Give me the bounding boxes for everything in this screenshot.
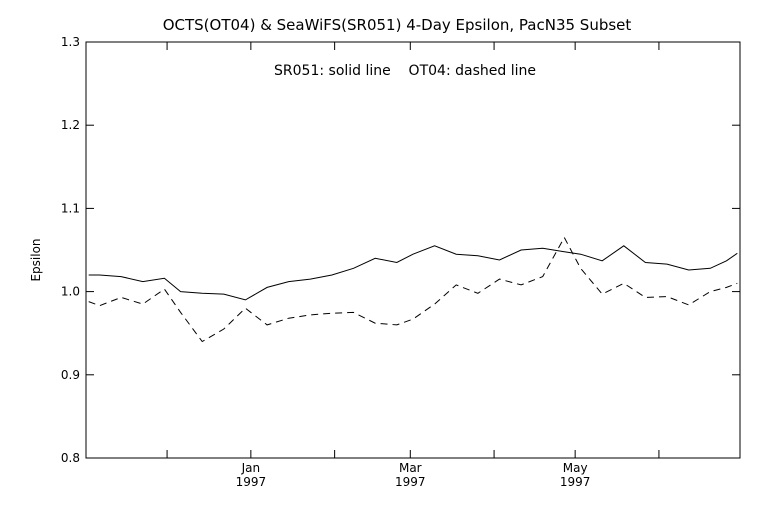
x-tick-label: Jan bbox=[241, 461, 261, 475]
y-tick-label: 1.2 bbox=[61, 118, 80, 132]
series-line-sr051 bbox=[88, 245, 738, 301]
y-axis-ticks: 0.8 0.9 1.0 1.1 1.2 1.3 bbox=[61, 35, 740, 465]
x-tick-year-label: 1997 bbox=[236, 475, 267, 489]
plot-frame bbox=[85, 41, 741, 459]
series-line-ot04 bbox=[88, 236, 738, 343]
series-layer bbox=[88, 236, 738, 343]
series-legend-note: SR051: solid line OT04: dashed line bbox=[274, 63, 536, 79]
x-tick-label: May bbox=[563, 461, 588, 475]
chart-title: OCTS(OT04) & SeaWiFS(SR051) 4-Day Epsilo… bbox=[163, 16, 632, 34]
x-tick-label: Mar bbox=[399, 461, 422, 475]
y-tick-label: 0.9 bbox=[61, 368, 80, 382]
y-axis-label: Epsilon bbox=[29, 238, 43, 281]
x-tick-year-label: 1997 bbox=[560, 475, 591, 489]
x-tick-year-label: 1997 bbox=[395, 475, 426, 489]
y-tick-label: 1.0 bbox=[61, 285, 80, 299]
y-tick-label: 1.3 bbox=[61, 35, 80, 49]
y-tick-label: 0.8 bbox=[61, 451, 80, 465]
y-tick-label: 1.1 bbox=[61, 201, 80, 215]
